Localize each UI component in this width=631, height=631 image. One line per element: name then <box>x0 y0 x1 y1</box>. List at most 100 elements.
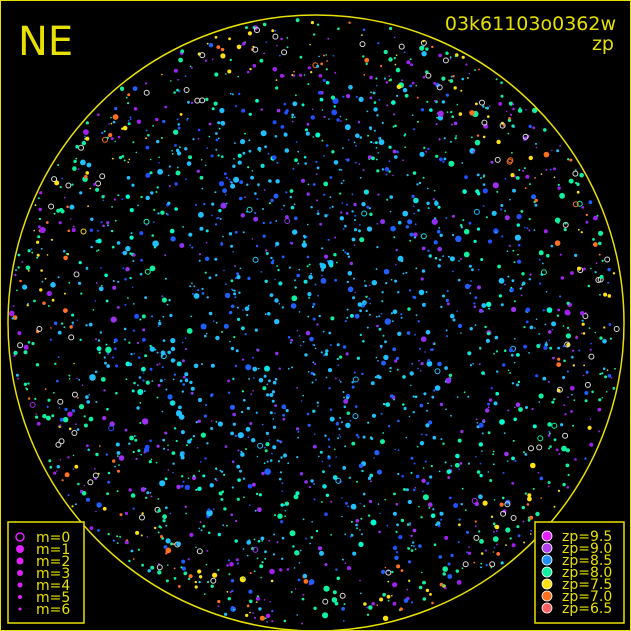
star-point <box>315 529 319 533</box>
star-point <box>103 130 106 133</box>
star-point <box>182 383 186 386</box>
star-point <box>500 510 507 517</box>
star-point <box>573 399 576 402</box>
star-point <box>270 261 274 265</box>
star-point <box>327 438 331 441</box>
star-point <box>523 344 527 349</box>
star-point <box>257 507 262 513</box>
star-point <box>228 37 232 41</box>
star-point <box>110 229 114 233</box>
star-point <box>81 384 84 387</box>
star-point <box>434 99 437 103</box>
star-point <box>410 601 414 604</box>
star-point <box>538 401 540 403</box>
star-point <box>492 551 495 553</box>
star-point <box>316 166 320 170</box>
star-point <box>369 75 373 80</box>
star-point <box>167 174 170 177</box>
star-point <box>422 597 427 601</box>
star-point <box>67 494 70 497</box>
star-point <box>48 203 55 210</box>
size-legend-label: m=0 <box>36 530 70 546</box>
star-point <box>73 271 80 278</box>
star-point <box>474 520 477 523</box>
star-point <box>142 328 146 332</box>
star-point <box>588 200 593 205</box>
star-point <box>557 357 561 361</box>
star-point <box>182 226 185 228</box>
star-point <box>316 212 320 216</box>
star-point <box>397 449 400 451</box>
star-point <box>480 177 482 179</box>
star-point <box>248 539 251 542</box>
star-point <box>480 258 484 261</box>
star-point <box>376 604 379 607</box>
star-point <box>105 453 109 456</box>
star-point <box>159 363 161 365</box>
star-point <box>110 122 113 125</box>
star-point <box>482 183 486 186</box>
star-point <box>397 291 400 294</box>
star-point <box>234 230 238 234</box>
star-point <box>556 314 560 317</box>
star-point <box>307 315 310 318</box>
star-point <box>97 113 100 116</box>
star-point <box>316 323 319 326</box>
star-point <box>488 307 491 310</box>
star-point <box>137 204 140 207</box>
star-point <box>39 226 46 234</box>
star-point <box>395 54 398 56</box>
star-point <box>389 78 392 82</box>
star-point <box>208 135 211 138</box>
star-point <box>202 474 206 478</box>
star-point <box>224 612 228 616</box>
star-point <box>195 488 198 491</box>
star-point <box>133 435 136 437</box>
star-point <box>285 215 289 219</box>
star-point <box>420 336 427 343</box>
star-point <box>57 356 60 359</box>
star-point <box>432 342 435 345</box>
star-point <box>260 130 267 137</box>
star-point <box>165 538 171 544</box>
star-point <box>346 411 350 415</box>
star-point <box>393 398 395 401</box>
star-point <box>225 73 227 75</box>
star-point <box>173 68 178 73</box>
star-point <box>220 242 224 246</box>
star-point <box>310 21 314 25</box>
star-point <box>347 286 354 293</box>
star-point <box>572 349 575 352</box>
star-point <box>106 221 110 225</box>
star-point <box>405 271 408 274</box>
star-point <box>193 293 200 299</box>
star-point <box>85 395 89 399</box>
star-point <box>451 115 455 118</box>
star-point <box>410 456 414 460</box>
star-point <box>412 395 415 398</box>
star-point <box>324 352 328 356</box>
star-point <box>507 275 510 278</box>
star-point <box>100 377 106 382</box>
star-point <box>205 97 209 102</box>
star-point <box>265 442 270 447</box>
star-point <box>249 504 251 506</box>
star-point <box>325 144 329 147</box>
star-point <box>427 402 429 405</box>
star-point <box>214 35 218 39</box>
star-point <box>19 279 22 283</box>
star-point <box>496 543 498 546</box>
star-point <box>127 161 129 163</box>
star-point <box>144 268 151 275</box>
star-point <box>233 292 237 296</box>
star-point <box>448 373 453 377</box>
star-point <box>207 531 211 535</box>
star-point <box>346 252 350 256</box>
star-point <box>350 503 357 510</box>
star-point <box>505 544 507 546</box>
star-point <box>584 391 589 395</box>
star-point <box>468 72 471 75</box>
star-point <box>17 342 24 349</box>
star-point <box>128 559 131 563</box>
star-point <box>231 93 234 96</box>
